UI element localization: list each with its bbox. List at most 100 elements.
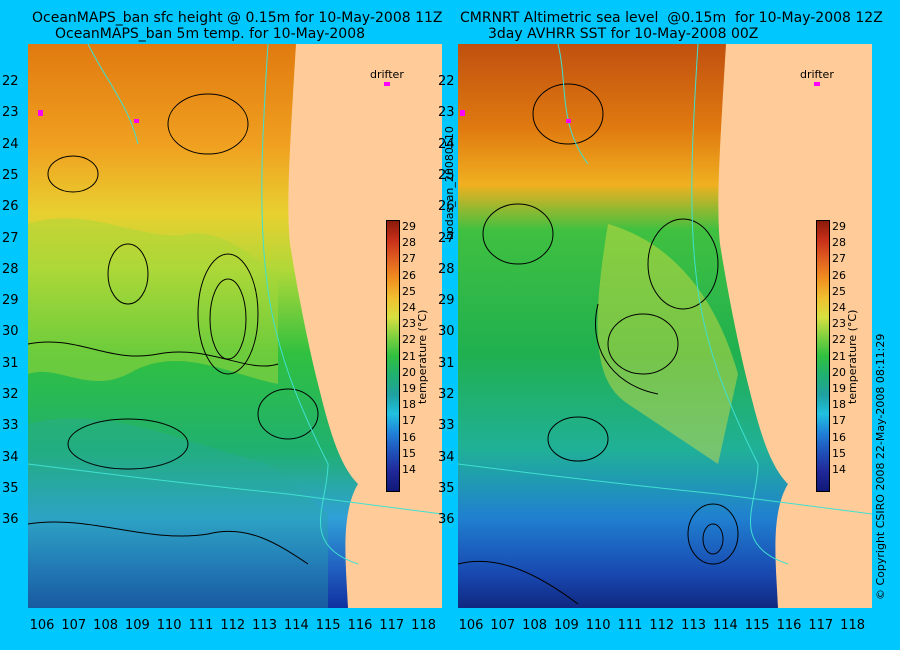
lat-label-right: 22 [438, 74, 455, 89]
lat-label-left: 26 [2, 199, 19, 215]
colorbar-tick-left: 19 [402, 382, 416, 395]
lat-label-right: 36 [438, 512, 455, 528]
right-map-svg [458, 44, 872, 608]
colorbar-tick-right: 19 [832, 382, 846, 395]
lon-label-left: 112 [220, 618, 246, 633]
lon-label-right: 117 [808, 618, 834, 633]
lat-label-left: 31 [2, 355, 19, 371]
lat-label-left: 34 [2, 449, 19, 465]
colorbar-tick-left: 22 [402, 333, 416, 347]
lat-label-right: 32 [438, 387, 455, 402]
colorbar-tick-right: 24 [832, 301, 846, 314]
lon-label-left: 109 [124, 618, 150, 633]
lon-label-left: 114 [283, 618, 309, 633]
colorbar-tick-right: 21 [832, 349, 846, 363]
lon-label-right: 110 [585, 618, 611, 633]
lon-label-left: 118 [411, 618, 436, 633]
drifter-marker [38, 110, 43, 116]
lat-label-right: 28 [438, 261, 455, 277]
colorbar-tick-left: 26 [402, 268, 416, 282]
colorbar-tick-left: 29 [402, 220, 416, 233]
colorbar-tick-left: 20 [402, 365, 416, 379]
drifter-marker [134, 119, 139, 123]
lat-label-left: 32 [2, 387, 19, 402]
lat-label-left: 28 [2, 261, 19, 277]
lat-label-left: 36 [2, 512, 19, 528]
drifter-marker [460, 110, 465, 116]
colorbar-tick-right: 14 [832, 463, 846, 476]
colorbar-tick-left: 18 [402, 398, 416, 412]
lat-label-right: 25 [438, 167, 455, 183]
lon-label-left: 116 [347, 618, 373, 633]
lon-label-right: 113 [681, 618, 706, 633]
colorbar-tick-right: 25 [832, 284, 846, 298]
colorbar-tick-right: 22 [832, 333, 846, 347]
lat-label-right: 33 [438, 418, 455, 434]
colorbar-tick-left: 21 [402, 349, 416, 363]
lon-label-right: 107 [490, 618, 516, 633]
colorbar-title-left: temperature (°C) [416, 309, 429, 404]
drifter-marker [814, 82, 820, 86]
colorbar-tick-left: 25 [402, 284, 416, 298]
lon-label-right: 111 [617, 618, 643, 633]
drifter-label: drifter [800, 68, 834, 81]
right-map-panel: drifter temperature (°C) 29 28 27 26 25 24 23 2… [458, 44, 872, 608]
lon-label-left: 115 [315, 618, 341, 633]
lon-label-right: 114 [712, 618, 738, 633]
colorbar-tick-right: 17 [832, 414, 846, 428]
lat-label-right: 30 [438, 324, 455, 340]
lon-label-left: 107 [61, 618, 87, 633]
lon-label-right: 116 [776, 618, 802, 633]
lat-label-right: 34 [438, 449, 455, 465]
colorbar-tick-right: 27 [832, 252, 846, 266]
right-title-line1: CMRNRT Altimetric sea level @0.15m for 1… [460, 10, 883, 26]
lat-label-right: 24 [438, 136, 455, 152]
lat-label-left: 25 [2, 167, 19, 183]
lat-label-left: 24 [2, 136, 19, 152]
colorbar-tick-right: 29 [832, 220, 846, 233]
lon-label-right: 106 [458, 618, 484, 633]
lat-label-left: 22 [2, 74, 19, 89]
lat-label-right: 29 [438, 293, 455, 309]
left-title-line1: OceanMAPS_ban sfc height @ 0.15m for 10-… [32, 10, 443, 26]
colorbar-tick-right: 15 [832, 446, 846, 460]
lat-label-left: 27 [2, 230, 19, 246]
colorbar-tick-left: 17 [402, 414, 416, 428]
lat-label-left: 23 [2, 105, 19, 121]
colorbar-tick-left: 27 [402, 252, 416, 266]
lon-label-right: 115 [744, 618, 770, 633]
colorbar-tick-left: 24 [402, 301, 416, 314]
lon-label-right: 118 [840, 618, 865, 633]
colorbar-tick-left: 23 [402, 317, 416, 331]
colorbar-tick-left: 16 [402, 430, 416, 444]
colorbar-tick-right: 20 [832, 365, 846, 379]
right-title-line2: 3day AVHRR SST for 10-May-2008 00Z [488, 26, 759, 42]
colorbar-tick-right: 26 [832, 268, 846, 282]
drifter-marker [384, 82, 390, 86]
lon-label-left: 113 [252, 618, 277, 633]
lon-label-left: 110 [156, 618, 182, 633]
lat-label-left: 33 [2, 418, 19, 434]
colorbar-title-right: temperature (°C) [846, 309, 859, 404]
lat-label-right: 23 [438, 105, 455, 121]
colorbar-right [816, 220, 830, 492]
lon-label-left: 108 [93, 618, 118, 633]
lon-label-right: 109 [553, 618, 579, 633]
lon-label-left: 106 [29, 618, 55, 633]
colorbar-tick-left: 15 [402, 446, 416, 460]
lat-label-right: 26 [438, 199, 455, 215]
colorbar-tick-right: 23 [832, 317, 846, 331]
left-title-line2: OceanMAPS_ban 5m temp. for 10-May-2008 [55, 26, 366, 42]
left-map-svg [28, 44, 442, 608]
lon-label-left: 117 [379, 618, 405, 633]
copyright-label: © Copyright CSIRO 2008 22-May-2008 08:11… [874, 333, 887, 600]
lon-label-right: 112 [649, 618, 675, 633]
colorbar-tick-left: 28 [402, 236, 416, 250]
colorbar-left [386, 220, 400, 492]
lat-label-left: 29 [2, 293, 19, 309]
drifter-marker [566, 119, 571, 123]
drifter-label: drifter [370, 68, 404, 81]
lat-label-right: 27 [438, 230, 455, 246]
lat-label-left: 35 [2, 480, 19, 496]
colorbar-tick-right: 16 [832, 430, 846, 444]
